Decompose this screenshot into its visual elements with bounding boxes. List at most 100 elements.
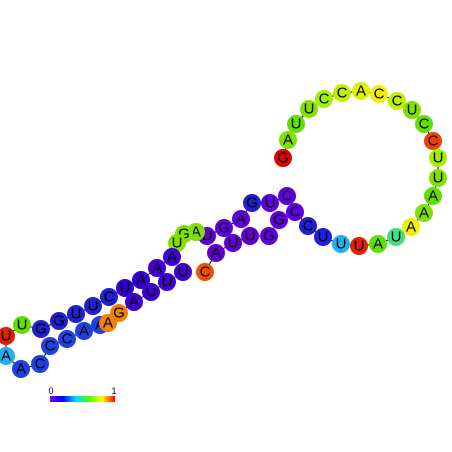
nucleotide (415, 115, 433, 133)
nucleotide-label: G (218, 220, 230, 237)
nucleotide-label: A (283, 132, 293, 149)
nucleotide-label: A (16, 361, 26, 378)
nucleotide (260, 227, 278, 245)
colorbar (50, 396, 115, 402)
nucleotide-label: C (419, 116, 430, 133)
nucleotide-label: U (178, 264, 189, 281)
nucleotide (402, 218, 420, 236)
nucleotide-label: A (406, 219, 416, 236)
nucleotide (12, 360, 30, 378)
nucleotide-label: A (211, 245, 221, 262)
nucleotide (13, 316, 31, 334)
nucleotide-label: A (167, 249, 177, 266)
nucleotide-label: G (277, 150, 289, 167)
nucleotide (270, 211, 288, 229)
nucleotide (215, 219, 233, 237)
nucleotide (174, 263, 192, 281)
nucleotide-label: A (152, 260, 162, 277)
nucleotide-label: C (200, 264, 211, 281)
nucleotide-label: A (191, 224, 201, 241)
nucleotide-label: C (428, 133, 439, 150)
nucleotide (125, 293, 143, 311)
nucleotide-label: U (228, 235, 239, 252)
nucleotide (279, 131, 297, 149)
nucleotide-label: G (35, 321, 47, 338)
nucleotide (224, 234, 242, 252)
nucleotide-label: U (354, 238, 365, 255)
colorbar-max: 1 (111, 386, 116, 396)
nucleotide-label: U (120, 280, 131, 297)
nucleotide (350, 237, 368, 255)
nucleotide (75, 322, 93, 340)
nucleotide-label: A (129, 294, 139, 311)
nucleotide-label: G (53, 313, 65, 330)
nucleotide (241, 227, 259, 245)
nucleotide (196, 263, 214, 281)
nucleotide-label: G (113, 305, 125, 322)
nucleotide (32, 320, 50, 338)
nucleotide-label: U (71, 306, 82, 323)
nucleotide (67, 305, 85, 323)
nucleotide-label: A (373, 236, 383, 253)
nucleotide (287, 115, 305, 133)
nucleotide (207, 244, 225, 262)
nucleotide-label: C (62, 331, 73, 348)
nucleotide-label: C (319, 91, 330, 108)
nucleotide (315, 90, 333, 108)
nucleotide (424, 132, 442, 150)
nucleotide (0, 327, 15, 345)
nucleotide-label: U (391, 229, 402, 246)
nucleotide-label: U (336, 236, 347, 253)
colorbar-min: 0 (48, 386, 53, 396)
nucleotide (314, 228, 332, 246)
nucleotide-label: C (35, 356, 46, 373)
nucleotide (369, 235, 387, 253)
nucleotide-label: A (1, 348, 11, 365)
nucleotide-label: U (88, 298, 99, 315)
nucleotide (274, 149, 292, 167)
nucleotide-label: U (318, 229, 329, 246)
nucleotide (370, 85, 388, 103)
nucleotide-label: U (245, 228, 256, 245)
nucleotide-label: C (303, 218, 314, 235)
nucleotide (299, 217, 317, 235)
nucleotide-label: A (236, 211, 246, 228)
nucleotide-label: U (146, 284, 157, 301)
nucleotide-label: A (103, 315, 113, 332)
nucleotide-label: U (433, 150, 444, 167)
nucleotide-label: G (273, 212, 285, 229)
nucleotide-label: G (178, 226, 190, 243)
nucleotide (168, 234, 186, 252)
nucleotide (388, 92, 406, 110)
nucleotide (142, 283, 160, 301)
nucleotide (286, 203, 304, 221)
nucleotide-label: U (407, 102, 418, 119)
nucleotide (0, 347, 15, 365)
nucleotide-label: U (433, 170, 444, 187)
nucleotide (116, 279, 134, 297)
nucleotide-label: C (45, 338, 56, 355)
nucleotide (429, 149, 447, 167)
nucleotide (403, 101, 421, 119)
nucleotide-label: U (304, 101, 315, 118)
nucleotide (332, 235, 350, 253)
nucleotide-label: U (17, 317, 28, 334)
nucleotide (429, 169, 447, 187)
nucleotide (352, 82, 370, 100)
nucleotide-label: A (79, 323, 89, 340)
nucleotide (100, 288, 118, 306)
nucleotide-label: C (282, 188, 293, 205)
nucleotide-label: U (291, 116, 302, 133)
nucleotide-label: A (419, 205, 429, 222)
nucleotide (31, 355, 49, 373)
nucleotide (243, 194, 261, 212)
nucleotide (261, 194, 279, 212)
nucleotide-label: U (162, 274, 173, 291)
nucleotide (333, 84, 351, 102)
nucleotide-label: C (337, 85, 348, 102)
nucleotide-label: G (263, 228, 275, 245)
nucleotide (110, 304, 128, 322)
nucleotide (158, 273, 176, 291)
